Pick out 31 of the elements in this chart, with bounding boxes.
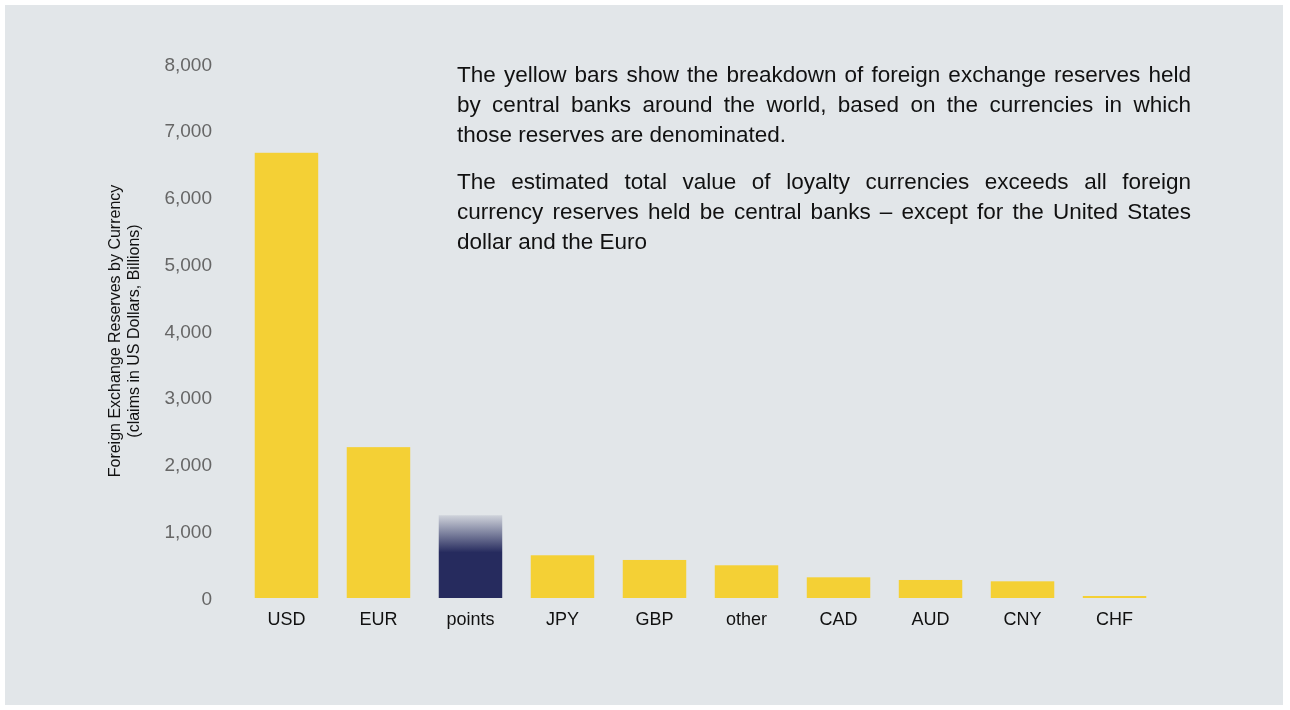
bar [346,447,411,598]
x-tick-label: CAD [819,608,858,629]
x-tick-label: JPY [545,608,579,629]
y-tick-label: 5,000 [164,253,212,275]
x-tick-label: other [725,608,768,629]
y-tick-label: 3,000 [164,387,212,409]
y-tick-label: 8,000 [164,53,212,75]
y-tick-label: 2,000 [164,454,212,476]
x-tick-label: AUD [911,608,950,629]
x-tick-label: CNY [1003,608,1042,629]
y-tick-label: 6,000 [164,187,212,209]
y-tick-label: 0 [201,587,212,609]
x-tick-label: points [446,608,495,629]
bar [898,579,963,598]
annotation: The estimated total value of loyalty currencies exceeds all foreign currency reserves held be central banks – except for the United States dollar and the Euro [457,168,1191,256]
x-tick-label: GBP [635,608,674,629]
bar [254,152,319,598]
x-tick-label: USD [267,608,306,629]
y-tick-label: 4,000 [164,320,212,342]
x-tick-label: EUR [359,608,398,629]
y-tick-label: 1,000 [164,520,212,542]
bar [806,577,871,598]
bar [714,565,779,598]
bar [530,555,595,598]
annotation: The yellow bars show the breakdown of foreign exchange reserves held by central banks around the world, based on the currencies in which those reserves are denominated. [457,61,1191,149]
x-tick-label: CHF [1096,608,1134,629]
bar [438,515,503,598]
bar [622,559,687,598]
bar [990,581,1055,598]
y-tick-label: 7,000 [164,120,212,142]
y-axis-title: Foreign Exchange Reserves by Currency (claims in US Dollars, Billions) [106,184,142,478]
